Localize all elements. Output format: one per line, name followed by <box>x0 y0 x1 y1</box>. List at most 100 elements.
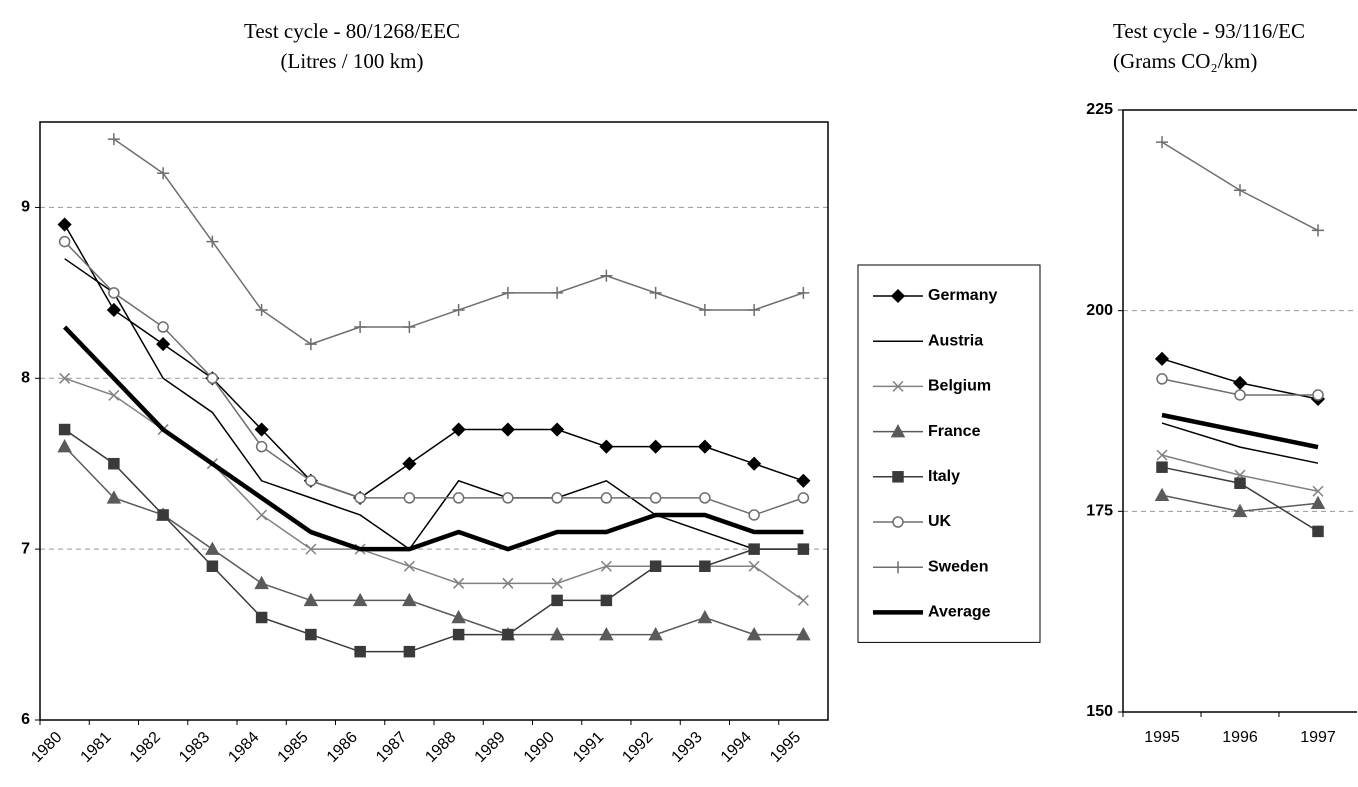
marker <box>699 560 711 572</box>
marker <box>549 627 565 641</box>
x-tick-label: 1996 <box>1222 729 1258 746</box>
y-tick-label: 9 <box>21 199 30 216</box>
marker <box>1312 224 1324 237</box>
series-line <box>64 428 804 653</box>
legend-label: Average <box>928 604 991 621</box>
chart-subtitle: (Grams CO₂/km) <box>1113 49 1257 73</box>
series-line <box>1161 422 1319 464</box>
x-tick-label: 1981 <box>78 729 115 766</box>
x-tick-label: 1982 <box>127 729 164 766</box>
x-tick-label: 1991 <box>570 729 607 766</box>
marker <box>502 492 514 504</box>
marker <box>748 303 761 316</box>
marker <box>600 560 612 572</box>
marker <box>551 577 563 589</box>
marker <box>551 492 563 504</box>
marker <box>305 475 317 487</box>
marker <box>648 439 663 454</box>
marker <box>108 389 120 401</box>
x-tick-label: 1992 <box>619 729 656 766</box>
x-tick-label: 1980 <box>28 729 65 766</box>
legend-label: Sweden <box>928 558 988 575</box>
marker <box>402 456 417 471</box>
x-tick-label: 1983 <box>176 729 213 766</box>
marker <box>648 627 663 641</box>
marker <box>796 627 811 641</box>
marker <box>1310 495 1326 510</box>
marker <box>451 609 466 624</box>
marker <box>254 422 269 437</box>
x-tick-label: 1995 <box>1144 729 1180 746</box>
y-tick-label: 6 <box>21 711 30 728</box>
marker <box>1312 525 1324 538</box>
marker <box>502 628 514 641</box>
marker <box>303 592 319 607</box>
marker <box>697 609 713 624</box>
marker <box>1234 184 1246 197</box>
marker <box>403 560 415 572</box>
marker <box>452 303 465 316</box>
marker <box>698 303 711 316</box>
marker <box>796 473 811 488</box>
series-line <box>63 325 804 552</box>
marker <box>797 286 810 299</box>
x-tick-label: 1990 <box>521 729 558 766</box>
marker <box>59 372 71 384</box>
marker <box>501 286 514 299</box>
marker <box>403 645 416 658</box>
series-line <box>64 258 804 551</box>
x-tick-label: 1985 <box>275 729 312 766</box>
plot-frame <box>39 121 829 721</box>
marker <box>255 440 268 453</box>
legend-marker <box>890 288 906 304</box>
x-tick-label: 1989 <box>472 729 509 766</box>
marker <box>797 543 810 555</box>
marker <box>502 577 514 589</box>
y-tick-label: 7 <box>21 540 30 557</box>
legend-label: UK <box>928 513 952 530</box>
x-tick-label: 1987 <box>373 729 410 766</box>
marker <box>699 492 711 504</box>
marker <box>157 509 169 521</box>
marker <box>206 372 219 385</box>
marker <box>1156 449 1168 461</box>
marker <box>1232 503 1248 518</box>
marker <box>1156 373 1168 385</box>
marker <box>304 338 317 351</box>
marker <box>1312 485 1324 497</box>
series-line <box>64 377 804 602</box>
series-line <box>64 446 804 636</box>
marker <box>403 492 416 504</box>
plot-frame <box>1122 109 1357 713</box>
marker <box>551 286 564 299</box>
marker <box>1156 136 1168 149</box>
series-line <box>64 241 804 516</box>
marker <box>452 492 465 504</box>
marker <box>649 492 662 504</box>
y-tick-label: 8 <box>21 370 30 387</box>
marker <box>1232 375 1248 390</box>
marker <box>57 439 72 453</box>
y-tick-label: 150 <box>1086 703 1113 720</box>
marker <box>354 492 366 504</box>
marker <box>747 456 762 471</box>
marker <box>256 509 268 521</box>
marker <box>748 560 760 572</box>
series-line <box>1161 466 1319 533</box>
marker <box>452 628 465 641</box>
marker <box>255 611 268 624</box>
legend-marker <box>892 471 904 483</box>
marker <box>1154 487 1170 502</box>
legend-label: Italy <box>928 468 960 485</box>
marker <box>402 592 417 607</box>
y-tick-label: 175 <box>1086 503 1113 520</box>
marker <box>599 439 614 454</box>
marker <box>600 492 613 504</box>
marker <box>255 303 268 316</box>
marker <box>254 575 269 590</box>
x-tick-label: 1993 <box>669 729 706 766</box>
marker <box>305 543 317 555</box>
marker <box>157 167 170 180</box>
chart-subtitle: (Litres / 100 km) <box>281 49 424 73</box>
marker <box>57 217 72 232</box>
